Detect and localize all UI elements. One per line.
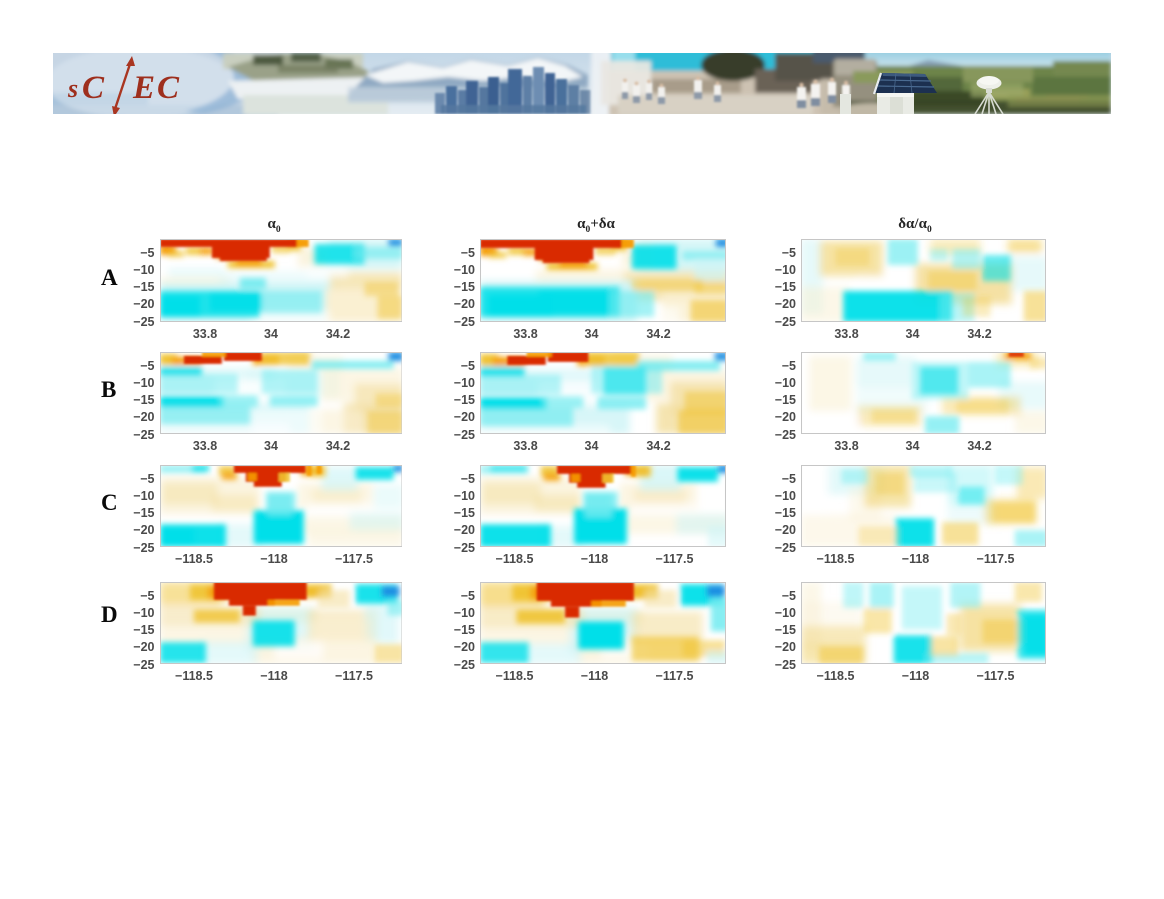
svg-text:EC: EC <box>132 70 181 106</box>
svg-text:C: C <box>82 70 105 106</box>
svg-text:s: s <box>67 74 78 103</box>
